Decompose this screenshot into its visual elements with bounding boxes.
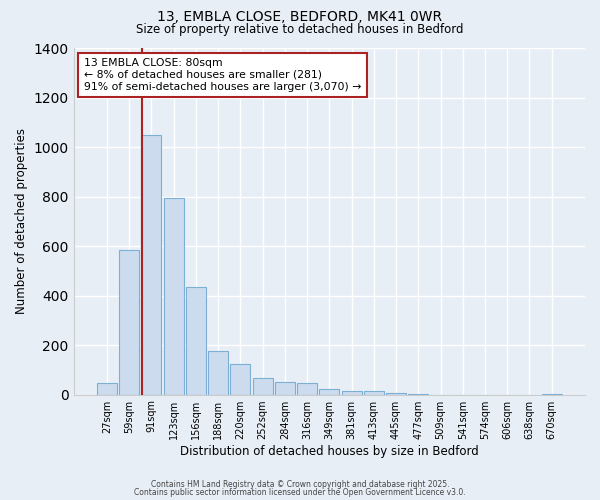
Bar <box>230 364 250 394</box>
Bar <box>364 392 384 394</box>
Bar <box>297 382 317 394</box>
Bar <box>208 350 228 395</box>
Y-axis label: Number of detached properties: Number of detached properties <box>15 128 28 314</box>
Bar <box>341 392 362 394</box>
Bar <box>186 287 206 395</box>
Text: Contains HM Land Registry data © Crown copyright and database right 2025.: Contains HM Land Registry data © Crown c… <box>151 480 449 489</box>
Text: Contains public sector information licensed under the Open Government Licence v3: Contains public sector information licen… <box>134 488 466 497</box>
Bar <box>253 378 272 394</box>
Bar <box>319 389 339 394</box>
Text: 13, EMBLA CLOSE, BEDFORD, MK41 0WR: 13, EMBLA CLOSE, BEDFORD, MK41 0WR <box>157 10 443 24</box>
X-axis label: Distribution of detached houses by size in Bedford: Distribution of detached houses by size … <box>180 444 479 458</box>
Bar <box>141 136 161 394</box>
Bar <box>97 383 117 394</box>
Bar <box>119 250 139 394</box>
Bar <box>164 198 184 394</box>
Text: 13 EMBLA CLOSE: 80sqm
← 8% of detached houses are smaller (281)
91% of semi-deta: 13 EMBLA CLOSE: 80sqm ← 8% of detached h… <box>84 58 361 92</box>
Text: Size of property relative to detached houses in Bedford: Size of property relative to detached ho… <box>136 22 464 36</box>
Bar <box>275 382 295 394</box>
